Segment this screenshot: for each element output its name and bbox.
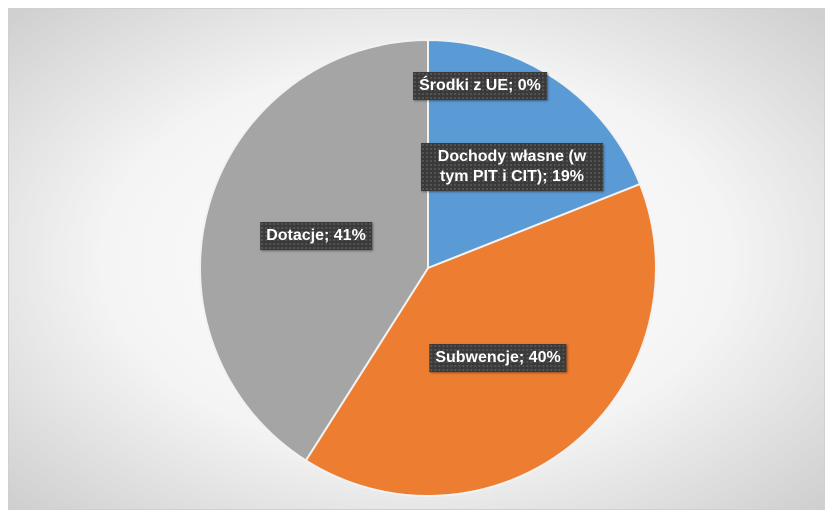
pie-slice (199, 38, 429, 462)
data-label: Dochody własne (w tym PIT i CIT); 19% (421, 143, 603, 191)
data-label: Środki z UE; 0% (413, 72, 547, 100)
pie-slice (304, 182, 657, 497)
data-label: Dotacje; 41% (260, 222, 372, 250)
data-label: Subwencje; 40% (429, 344, 567, 372)
